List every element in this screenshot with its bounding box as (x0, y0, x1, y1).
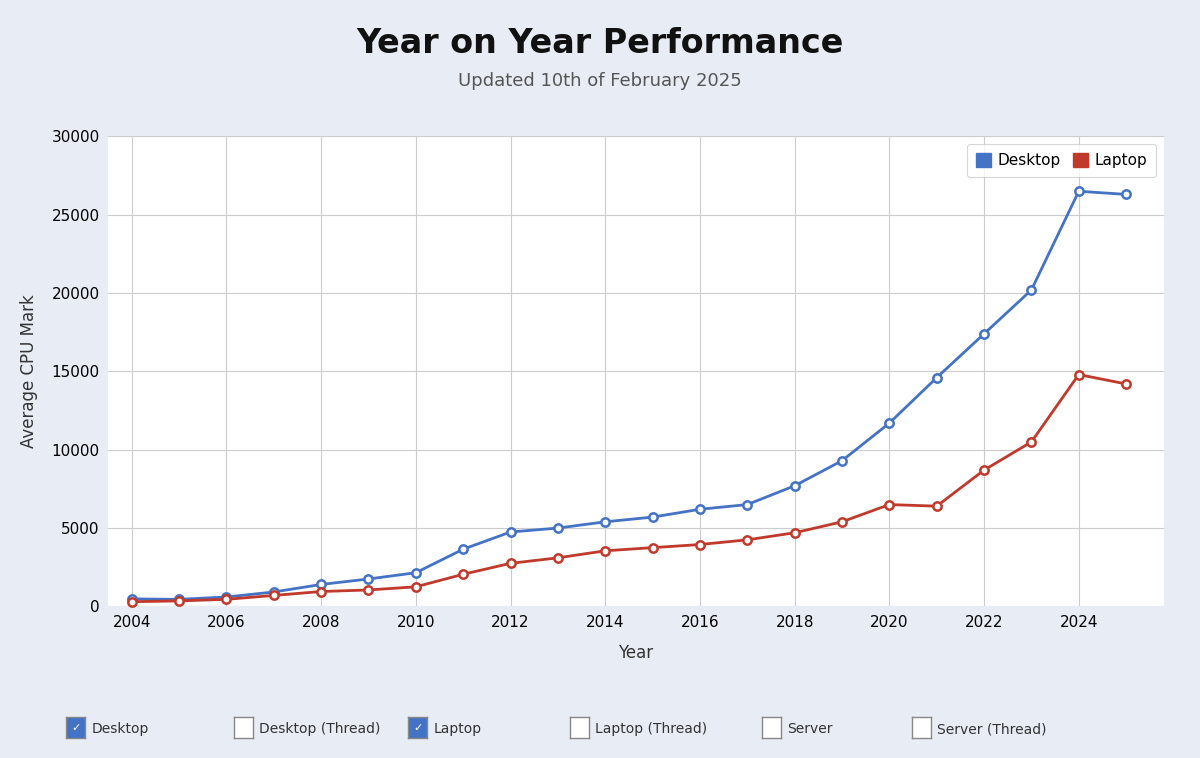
Text: ✓: ✓ (71, 722, 80, 733)
Legend: Desktop, Laptop: Desktop, Laptop (967, 144, 1157, 177)
Text: Desktop: Desktop (91, 722, 149, 736)
Text: Laptop: Laptop (433, 722, 481, 736)
Text: ✓: ✓ (413, 722, 422, 733)
Text: Laptop (Thread): Laptop (Thread) (595, 722, 707, 736)
Y-axis label: Average CPU Mark: Average CPU Mark (19, 295, 37, 448)
Text: Server: Server (787, 722, 833, 736)
Text: Updated 10th of February 2025: Updated 10th of February 2025 (458, 72, 742, 90)
X-axis label: Year: Year (618, 644, 654, 662)
Text: Desktop (Thread): Desktop (Thread) (259, 722, 380, 736)
Text: Year on Year Performance: Year on Year Performance (356, 27, 844, 60)
Text: Server (Thread): Server (Thread) (937, 722, 1046, 736)
